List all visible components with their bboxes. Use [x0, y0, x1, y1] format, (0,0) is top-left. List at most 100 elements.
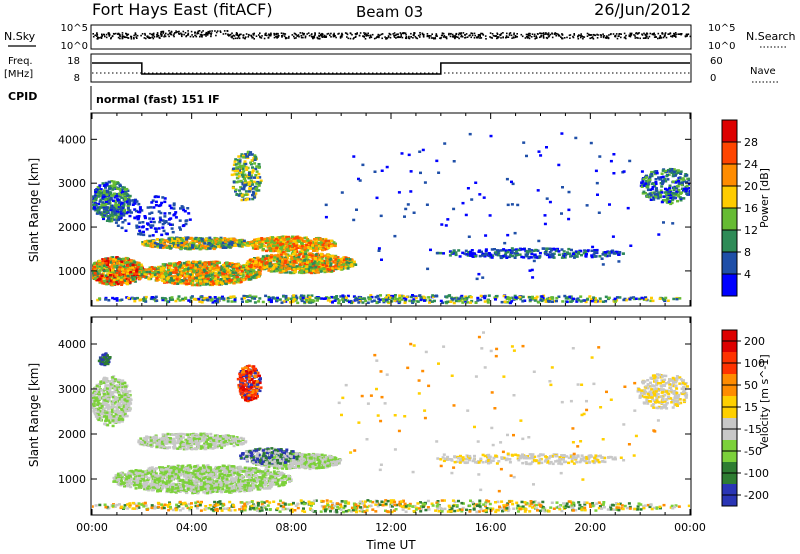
power-echo: [170, 244, 174, 248]
power-echo: [352, 260, 356, 263]
nsky-sample: [265, 32, 267, 35]
nsky-sample: [180, 32, 182, 35]
nsky-sample: [505, 35, 508, 37]
power-echo: [116, 224, 120, 227]
power-echo: [201, 246, 205, 250]
power-echo: [239, 241, 243, 244]
nsky-sample: [367, 32, 369, 35]
power-echo: [326, 267, 330, 271]
power-echo: [222, 270, 226, 273]
nsky-sample: [121, 35, 124, 38]
nsky-sample: [629, 35, 632, 38]
nsky-sample: [435, 34, 438, 37]
nsky-sample: [542, 37, 545, 39]
power-echo: [195, 271, 199, 275]
nsky-sample: [641, 34, 644, 36]
power-echo: [235, 166, 239, 169]
power-echo: [277, 240, 281, 244]
power-echo: [182, 277, 186, 281]
power-echo: [171, 279, 175, 282]
cpid-text: normal (fast) 151 IF: [96, 93, 220, 106]
nsky-sample: [110, 37, 112, 39]
power-echo: [171, 239, 175, 243]
nsky-sample: [157, 35, 160, 37]
power-echo: [244, 153, 248, 156]
nsky-sample: [330, 36, 332, 38]
power-echo: [246, 260, 250, 264]
power-echo: [170, 227, 174, 230]
power-echo: [110, 219, 114, 223]
nsky-sample: [569, 34, 572, 36]
power-echo: [190, 277, 194, 280]
power-echo: [350, 261, 354, 264]
power-echo: [190, 283, 194, 287]
power-echo: [104, 198, 108, 201]
nsky-sample: [394, 34, 396, 36]
power-echo: [166, 240, 170, 244]
power-echo: [251, 242, 255, 245]
power-echo: [244, 175, 248, 178]
power-echo: [257, 270, 261, 274]
nsky-sample: [321, 32, 323, 35]
power-echo: [284, 246, 288, 250]
power-echo: [252, 266, 256, 270]
power-echo: [126, 211, 130, 214]
nsky-sample: [291, 34, 294, 36]
nsky-sample: [419, 33, 422, 36]
nsky-sample: [321, 36, 324, 38]
power-echo: [232, 280, 235, 283]
power-echo: [153, 241, 157, 245]
nsky-sample: [326, 33, 329, 35]
power-echo: [263, 244, 267, 248]
power-echo: [127, 196, 131, 200]
nsky-sample: [510, 34, 513, 37]
power-echo: [228, 271, 232, 274]
power-echo: [330, 255, 334, 258]
power-echo: [304, 250, 308, 253]
power-echo: [255, 182, 259, 185]
nsky-sample: [637, 37, 639, 39]
power-echo: [93, 275, 97, 279]
power-echo: [175, 237, 179, 241]
power-echo: [279, 253, 283, 256]
power-echo: [181, 244, 185, 247]
nsky-sample: [295, 37, 297, 39]
power-echo: [283, 257, 287, 261]
power-echo: [131, 203, 135, 206]
power-echo: [313, 261, 317, 265]
nsky-sample: [502, 32, 504, 34]
power-echo: [92, 203, 96, 206]
power-echo: [109, 184, 113, 188]
power-echo: [101, 272, 105, 275]
power-echo: [283, 238, 287, 242]
power-echo: [204, 239, 208, 242]
nsky-sample: [259, 35, 261, 38]
power-echo: [227, 281, 231, 285]
power-echo: [179, 275, 182, 279]
power-echo: [292, 258, 296, 262]
power-echo: [289, 254, 293, 257]
nsky-sample: [481, 32, 484, 35]
power-echo: [92, 195, 94, 198]
nsky-sample: [546, 37, 549, 40]
power-echo: [164, 278, 168, 282]
nsky-sample: [237, 36, 240, 38]
power-echo: [209, 242, 213, 245]
nsky-sample: [393, 32, 396, 34]
power-echo: [287, 235, 290, 239]
nsky-sample: [294, 33, 297, 35]
power-echo: [97, 209, 100, 212]
power-echo: [239, 272, 243, 276]
power-echo: [237, 162, 240, 165]
power-echo: [145, 228, 149, 231]
power-echo: [288, 271, 292, 274]
power-echo: [256, 176, 260, 179]
nsky-sample: [573, 33, 575, 35]
power-echo: [294, 239, 298, 242]
power-echo: [311, 264, 315, 267]
power-echo: [329, 244, 333, 248]
power-echo: [297, 254, 301, 257]
power-echo: [207, 271, 211, 275]
nsky-sample: [494, 35, 497, 37]
power-echo: [226, 264, 230, 267]
